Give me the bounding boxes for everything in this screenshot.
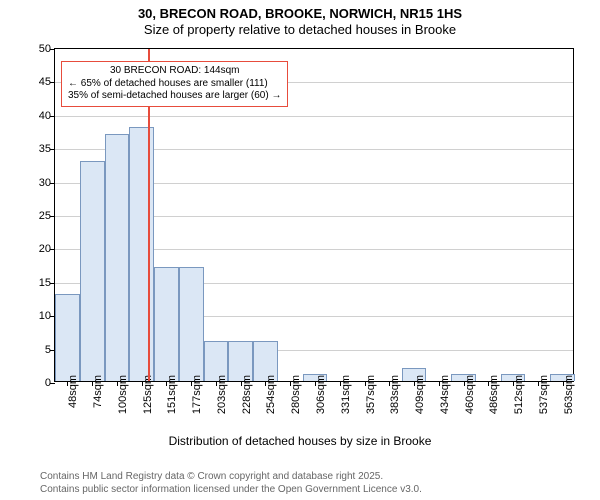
x-tick-mark — [92, 381, 93, 386]
x-tick-mark — [67, 381, 68, 386]
annotation-line3: 35% of semi-detached houses are larger (… — [68, 90, 281, 103]
y-tick-label: 40 — [25, 110, 51, 122]
x-tick-mark — [439, 381, 440, 386]
plot-region: 0510152025303540455048sqm74sqm100sqm125s… — [54, 48, 574, 382]
footer-attribution: Contains HM Land Registry data © Crown c… — [40, 470, 422, 496]
x-axis-label: Distribution of detached houses by size … — [0, 434, 600, 448]
x-tick-mark — [365, 381, 366, 386]
y-tick-label: 20 — [25, 243, 51, 255]
x-tick-label: 537sqm — [538, 375, 550, 419]
y-tick-mark — [50, 283, 55, 284]
x-tick-label: 383sqm — [389, 375, 401, 419]
x-tick-label: 434sqm — [439, 375, 451, 419]
x-tick-label: 460sqm — [464, 375, 476, 419]
chart-title-main: 30, BRECON ROAD, BROOKE, NORWICH, NR15 1… — [0, 6, 600, 21]
x-tick-mark — [389, 381, 390, 386]
x-tick-mark — [563, 381, 564, 386]
x-tick-label: 254sqm — [265, 375, 277, 419]
x-tick-label: 177sqm — [191, 375, 203, 419]
footer-line1: Contains HM Land Registry data © Crown c… — [40, 470, 422, 483]
histogram-bar — [105, 134, 130, 381]
x-tick-mark — [265, 381, 266, 386]
y-tick-label: 45 — [25, 76, 51, 88]
x-tick-label: 486sqm — [488, 375, 500, 419]
x-tick-mark — [414, 381, 415, 386]
x-tick-label: 512sqm — [513, 375, 525, 419]
histogram-bar — [154, 267, 179, 381]
y-tick-label: 30 — [25, 177, 51, 189]
y-tick-label: 15 — [25, 277, 51, 289]
x-tick-label: 203sqm — [216, 375, 228, 419]
x-tick-mark — [315, 381, 316, 386]
y-tick-mark — [50, 116, 55, 117]
annotation-line2: ← 65% of detached houses are smaller (11… — [68, 78, 281, 91]
x-tick-label: 306sqm — [315, 375, 327, 419]
y-tick-mark — [50, 216, 55, 217]
x-tick-mark — [117, 381, 118, 386]
annotation-line1: 30 BRECON ROAD: 144sqm — [68, 65, 281, 78]
x-tick-mark — [241, 381, 242, 386]
x-tick-label: 151sqm — [166, 375, 178, 419]
y-tick-label: 5 — [25, 344, 51, 356]
x-tick-label: 280sqm — [290, 375, 302, 419]
annotation-box: 30 BRECON ROAD: 144sqm ← 65% of detached… — [61, 61, 288, 107]
y-tick-mark — [50, 383, 55, 384]
x-tick-mark — [488, 381, 489, 386]
chart-area: Number of detached properties 0510152025… — [0, 44, 600, 452]
x-tick-mark — [142, 381, 143, 386]
x-tick-mark — [538, 381, 539, 386]
x-tick-label: 100sqm — [117, 375, 129, 419]
y-tick-label: 50 — [25, 43, 51, 55]
chart-title-block: 30, BRECON ROAD, BROOKE, NORWICH, NR15 1… — [0, 0, 600, 37]
x-tick-mark — [290, 381, 291, 386]
x-tick-label: 563sqm — [563, 375, 575, 419]
histogram-bar — [80, 161, 105, 381]
histogram-bar — [55, 294, 80, 381]
x-tick-label: 409sqm — [414, 375, 426, 419]
y-tick-mark — [50, 249, 55, 250]
x-tick-label: 125sqm — [142, 375, 154, 419]
y-tick-mark — [50, 183, 55, 184]
x-tick-label: 74sqm — [92, 375, 104, 419]
y-tick-mark — [50, 49, 55, 50]
y-tick-mark — [50, 82, 55, 83]
x-tick-mark — [191, 381, 192, 386]
x-tick-mark — [513, 381, 514, 386]
x-tick-label: 48sqm — [67, 375, 79, 419]
x-tick-mark — [340, 381, 341, 386]
y-tick-mark — [50, 149, 55, 150]
x-tick-mark — [464, 381, 465, 386]
x-tick-label: 331sqm — [340, 375, 352, 419]
chart-title-sub: Size of property relative to detached ho… — [0, 22, 600, 37]
y-tick-label: 10 — [25, 310, 51, 322]
gridline — [55, 116, 573, 117]
x-tick-label: 357sqm — [365, 375, 377, 419]
x-tick-mark — [216, 381, 217, 386]
y-tick-label: 25 — [25, 210, 51, 222]
histogram-bar — [129, 127, 154, 381]
histogram-bar — [179, 267, 204, 381]
y-tick-label: 0 — [25, 377, 51, 389]
x-tick-label: 228sqm — [241, 375, 253, 419]
x-tick-mark — [166, 381, 167, 386]
footer-line2: Contains public sector information licen… — [40, 483, 422, 496]
y-tick-label: 35 — [25, 143, 51, 155]
